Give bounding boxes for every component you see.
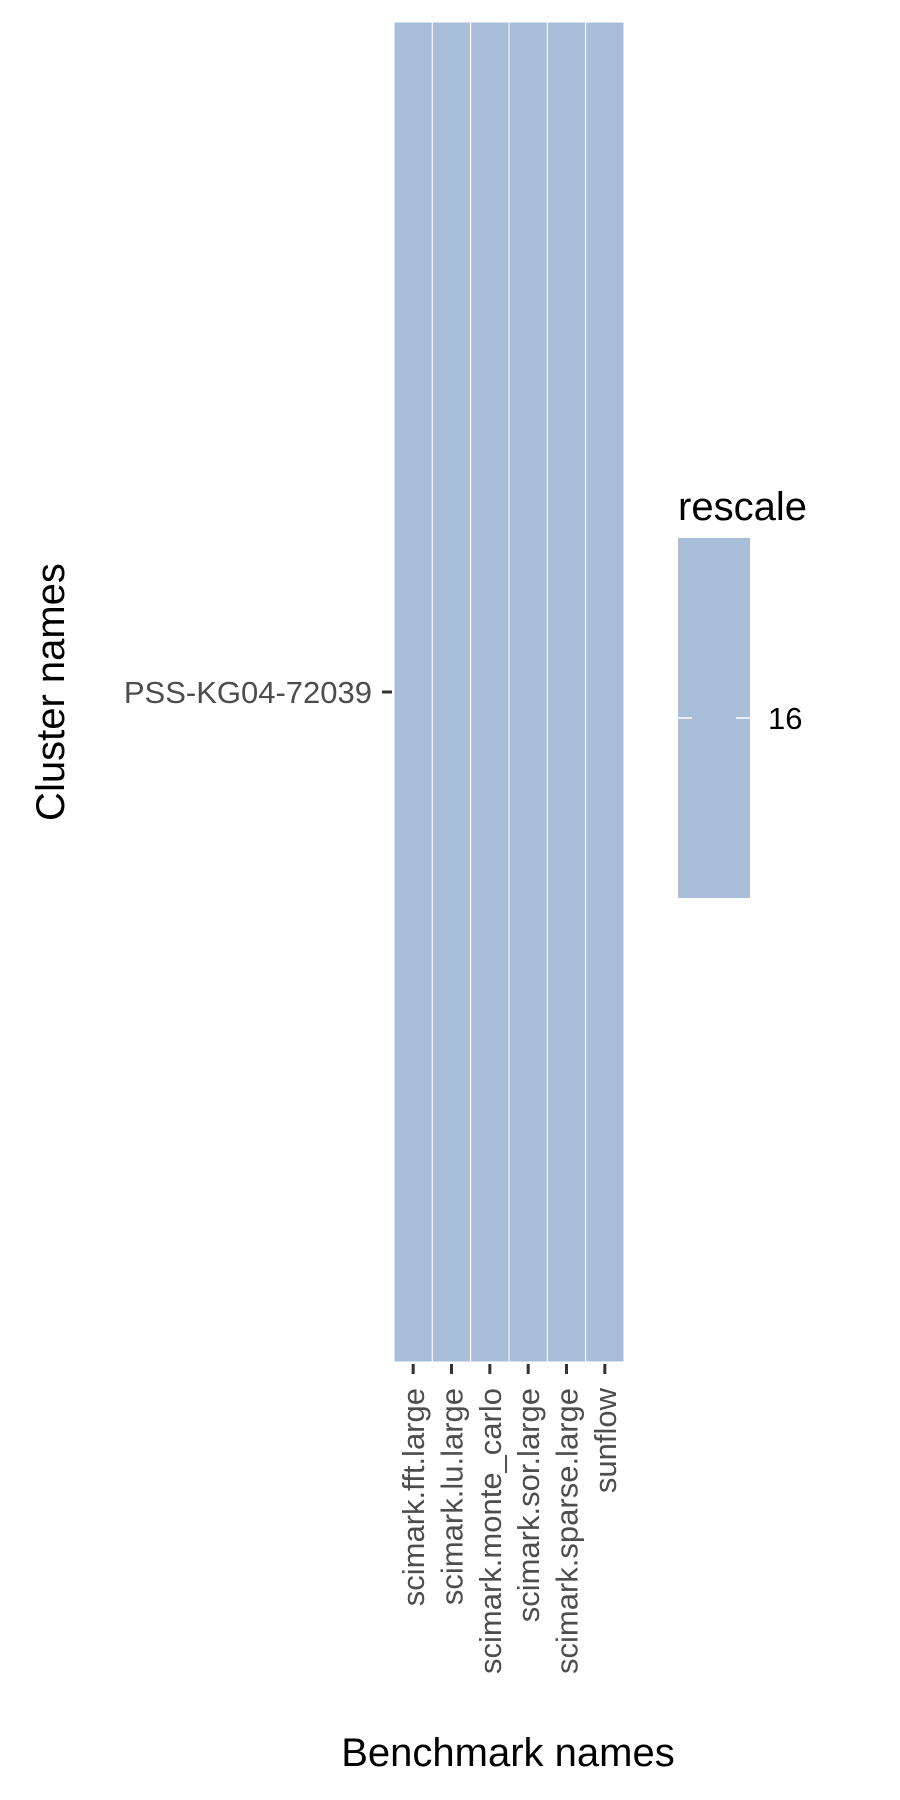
plot-panel <box>393 21 625 1363</box>
y-axis: PSS-KG04-72039 <box>124 675 392 710</box>
x-tick-label: scimark.sparse.large <box>550 1388 585 1674</box>
x-axis: scimark.fft.large scimark.lu.large scimark… <box>396 1364 623 1674</box>
x-tick-label: scimark.fft.large <box>396 1388 431 1606</box>
y-tick-label: PSS-KG04-72039 <box>124 675 372 710</box>
legend-title: rescale <box>678 485 807 529</box>
x-tick-label: scimark.monte_carlo <box>473 1388 508 1674</box>
heatmap-tile <box>546 21 587 1363</box>
heatmap-tile <box>508 21 548 1363</box>
heatmap-tile <box>470 21 510 1363</box>
heatmap-tile <box>393 21 433 1363</box>
legend-ticks: 16 <box>678 701 802 736</box>
x-tick-label: scimark.lu.large <box>435 1388 470 1605</box>
legend-tick-label: 16 <box>768 701 802 736</box>
x-axis-title: Benchmark names <box>341 1731 674 1775</box>
x-tick-label: sunflow <box>588 1387 623 1493</box>
x-tick-label: scimark.sor.large <box>511 1388 546 1622</box>
legend: rescale 16 <box>678 485 807 898</box>
heatmap-tile <box>431 21 472 1363</box>
heatmap-tile <box>585 21 625 1363</box>
y-axis-title: Cluster names <box>29 563 73 821</box>
